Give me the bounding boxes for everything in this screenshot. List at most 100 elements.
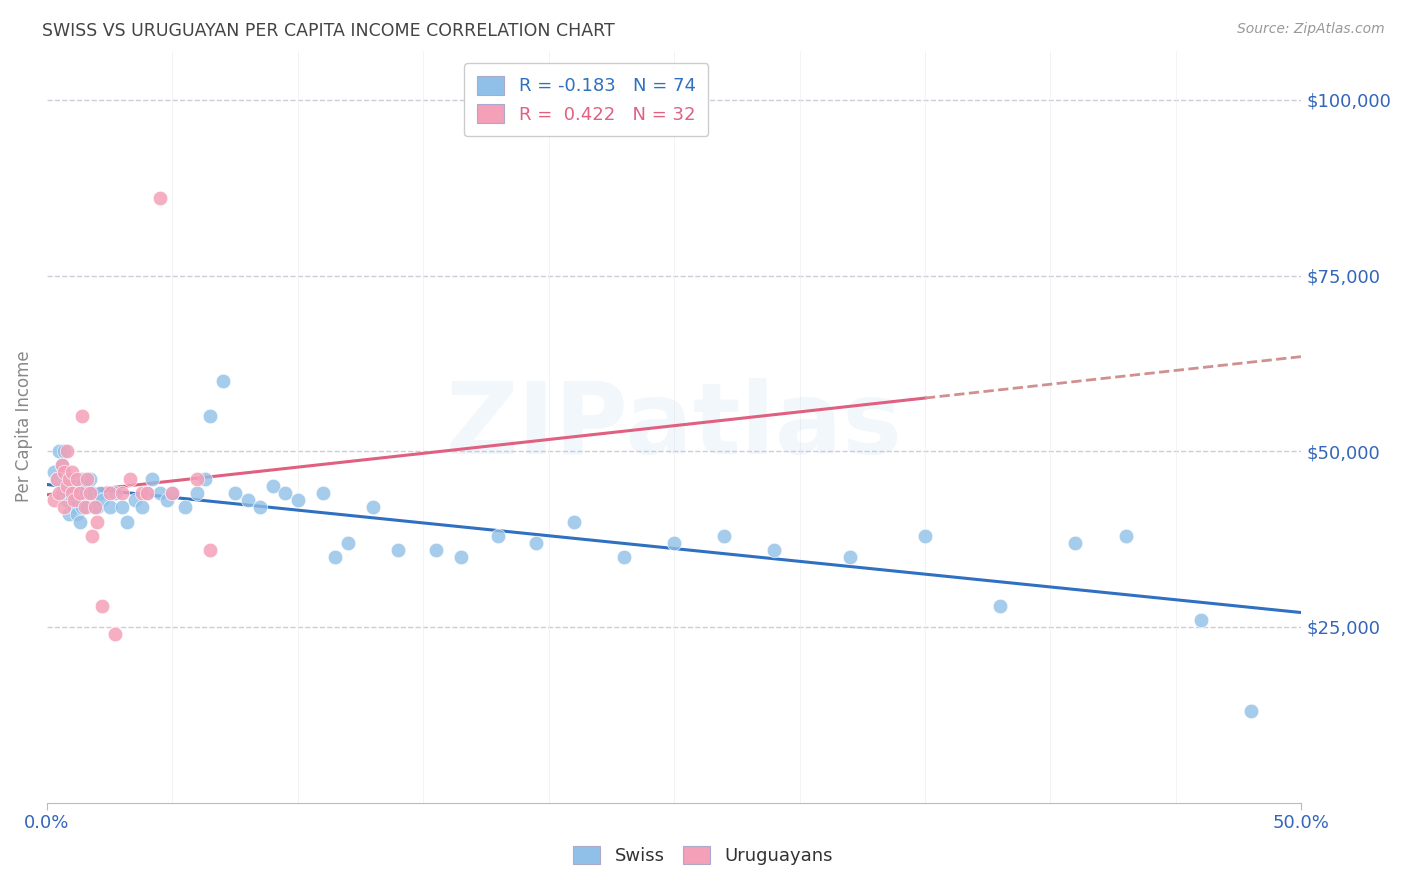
Point — [194, 472, 217, 486]
Point — [76, 472, 98, 486]
Point — [524, 535, 547, 549]
Point — [988, 599, 1011, 613]
Point — [69, 486, 91, 500]
Point — [79, 472, 101, 486]
Legend: Swiss, Uruguayans: Swiss, Uruguayans — [564, 837, 842, 874]
Point — [211, 374, 233, 388]
Point — [70, 472, 93, 486]
Point — [44, 493, 66, 508]
Point — [58, 508, 80, 522]
Point — [86, 515, 108, 529]
Point — [613, 549, 636, 564]
Point — [115, 515, 138, 529]
Point — [131, 500, 153, 515]
Point — [53, 444, 76, 458]
Point — [69, 486, 91, 500]
Legend: R = -0.183   N = 74, R =  0.422   N = 32: R = -0.183 N = 74, R = 0.422 N = 32 — [464, 63, 709, 136]
Point — [63, 500, 86, 515]
Point — [48, 486, 70, 500]
Point — [60, 479, 83, 493]
Point — [713, 528, 735, 542]
Point — [274, 486, 297, 500]
Point — [98, 500, 121, 515]
Point — [45, 472, 67, 486]
Point — [838, 549, 860, 564]
Point — [162, 486, 184, 500]
Point — [91, 599, 114, 613]
Text: SWISS VS URUGUAYAN PER CAPITA INCOME CORRELATION CHART: SWISS VS URUGUAYAN PER CAPITA INCOME COR… — [42, 22, 614, 40]
Y-axis label: Per Capita Income: Per Capita Income — [15, 351, 32, 502]
Point — [69, 515, 91, 529]
Point — [89, 486, 111, 500]
Point — [312, 486, 335, 500]
Point — [118, 472, 141, 486]
Point — [224, 486, 246, 500]
Point — [156, 493, 179, 508]
Point — [1115, 528, 1137, 542]
Point — [58, 472, 80, 486]
Point — [104, 627, 127, 641]
Point — [124, 493, 146, 508]
Point — [60, 466, 83, 480]
Point — [111, 500, 134, 515]
Point — [58, 486, 80, 500]
Point — [131, 486, 153, 500]
Point — [66, 472, 89, 486]
Point — [1189, 613, 1212, 627]
Point — [136, 486, 159, 500]
Point — [66, 493, 89, 508]
Point — [44, 466, 66, 480]
Point — [80, 486, 103, 500]
Point — [45, 472, 67, 486]
Point — [91, 493, 114, 508]
Point — [70, 409, 93, 423]
Point — [236, 493, 259, 508]
Point — [149, 191, 172, 205]
Point — [63, 486, 86, 500]
Point — [83, 500, 105, 515]
Point — [86, 500, 108, 515]
Point — [336, 535, 359, 549]
Point — [198, 409, 221, 423]
Point — [162, 486, 184, 500]
Point — [287, 493, 309, 508]
Point — [914, 528, 936, 542]
Point — [425, 542, 447, 557]
Point — [79, 486, 101, 500]
Point — [1240, 704, 1263, 718]
Point — [488, 528, 510, 542]
Point — [136, 486, 159, 500]
Text: Source: ZipAtlas.com: Source: ZipAtlas.com — [1237, 22, 1385, 37]
Text: ZIPatlas: ZIPatlas — [446, 378, 903, 475]
Point — [53, 466, 76, 480]
Point — [53, 479, 76, 493]
Point — [76, 479, 98, 493]
Point — [173, 500, 195, 515]
Point — [60, 486, 83, 500]
Point — [98, 486, 121, 500]
Point — [111, 486, 134, 500]
Point — [361, 500, 384, 515]
Point — [60, 493, 83, 508]
Point — [56, 479, 79, 493]
Point — [73, 500, 96, 515]
Point — [149, 486, 172, 500]
Point — [56, 493, 79, 508]
Point — [51, 486, 73, 500]
Point — [186, 486, 208, 500]
Point — [70, 500, 93, 515]
Point — [387, 542, 409, 557]
Point — [51, 458, 73, 473]
Point — [76, 500, 98, 515]
Point — [450, 549, 472, 564]
Point — [662, 535, 685, 549]
Point — [104, 486, 127, 500]
Point — [53, 500, 76, 515]
Point — [56, 444, 79, 458]
Point — [186, 472, 208, 486]
Point — [198, 542, 221, 557]
Point — [325, 549, 347, 564]
Point — [80, 528, 103, 542]
Point — [1064, 535, 1087, 549]
Point — [63, 493, 86, 508]
